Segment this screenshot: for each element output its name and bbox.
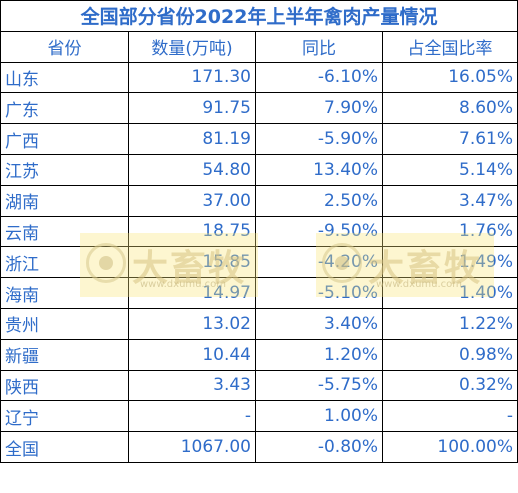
cell-share: 8.60% (381, 92, 518, 125)
cell-amount: 81.19 (128, 123, 256, 155)
production-table: 全国部分省份2022年上半年禽肉产量情况 省份 数量(万吨) 同比 占全国比率 … (0, 0, 518, 463)
cell-province: 浙江 (0, 246, 129, 279)
cell-share: 100.00% (381, 431, 518, 463)
cell-amount: 15.85 (128, 246, 256, 279)
cell-province: 辽宁 (0, 400, 129, 433)
cell-share: 3.47% (381, 184, 518, 217)
table-row: 江苏 54.80 13.40% 5.14% (0, 153, 518, 186)
cell-amount: 37.00 (128, 184, 256, 217)
cell-province: 广西 (0, 123, 129, 155)
cell-amount: 13.02 (128, 307, 256, 340)
cell-share: 16.05% (381, 61, 518, 94)
table-row: 贵州 13.02 3.40% 1.22% (0, 307, 518, 340)
table-row: 辽宁 -1.00% - (0, 400, 518, 433)
table-row: 云南 18.75 -9.50% 1.76% (0, 215, 518, 248)
cell-share: 0.98% (381, 338, 518, 371)
title-row: 全国部分省份2022年上半年禽肉产量情况 (0, 0, 518, 32)
cell-province: 江苏 (0, 153, 129, 186)
cell-share: 1.49% (381, 246, 518, 279)
cell-share: 1.40% (381, 277, 518, 309)
cell-yoy: -0.80% (255, 431, 383, 463)
table-row: 湖南 37.00 2.50% 3.47% (0, 184, 518, 217)
cell-share: 7.61% (381, 123, 518, 155)
cell-province: 新疆 (0, 338, 129, 371)
table-row: 山东 171.30 -6.10% 16.05% (0, 61, 518, 94)
cell-share: 0.32% (381, 369, 518, 402)
cell-amount: 91.75 (128, 92, 256, 125)
cell-amount: 1067.00 (128, 431, 256, 463)
cell-province: 广东 (0, 92, 129, 125)
cell-share: 1.76% (381, 215, 518, 248)
header-share: 占全国比率 (381, 30, 518, 63)
cell-amount: 54.80 (128, 153, 256, 186)
cell-province: 山东 (0, 61, 129, 94)
table-row: 全国 1067.00 -0.80% 100.00% (0, 431, 518, 463)
cell-yoy: 2.50% (255, 184, 383, 217)
cell-yoy: 1.00% (255, 400, 383, 433)
cell-province: 全国 (0, 431, 129, 463)
cell-share: 5.14% (381, 153, 518, 186)
table-title: 全国部分省份2022年上半年禽肉产量情况 (0, 0, 518, 32)
cell-yoy: 1.20% (255, 338, 383, 371)
cell-yoy: 13.40% (255, 153, 383, 186)
cell-yoy: -6.10% (255, 61, 383, 94)
cell-yoy: 3.40% (255, 307, 383, 340)
cell-yoy: -5.90% (255, 123, 383, 155)
cell-province: 贵州 (0, 307, 129, 340)
table-row: 海南 14.97 -5.10% 1.40% (0, 277, 518, 309)
cell-share: 1.22% (381, 307, 518, 340)
cell-yoy: -5.75% (255, 369, 383, 402)
table-row: 广西 81.19 -5.90% 7.61% (0, 123, 518, 155)
cell-amount: 10.44 (128, 338, 256, 371)
table-row: 浙江 15.85 -4.20% 1.49% (0, 246, 518, 279)
table-row: 陕西 3.43 -5.75% 0.32% (0, 369, 518, 402)
cell-province: 云南 (0, 215, 129, 248)
table-row: 广东 91.75 7.90% 8.60% (0, 92, 518, 125)
cell-province: 陕西 (0, 369, 129, 402)
cell-amount: 171.30 (128, 61, 256, 94)
cell-province: 湖南 (0, 184, 129, 217)
cell-amount: 3.43 (128, 369, 256, 402)
cell-share: - (381, 400, 518, 433)
cell-yoy: -9.50% (255, 215, 383, 248)
header-row: 省份 数量(万吨) 同比 占全国比率 (0, 30, 518, 63)
cell-amount: 18.75 (128, 215, 256, 248)
cell-province: 海南 (0, 277, 129, 309)
header-yoy: 同比 (255, 30, 383, 63)
header-province: 省份 (0, 30, 129, 63)
header-amount: 数量(万吨) (128, 30, 256, 63)
cell-yoy: -4.20% (255, 246, 383, 279)
cell-yoy: -5.10% (255, 277, 383, 309)
cell-yoy: 7.90% (255, 92, 383, 125)
cell-amount: - (128, 400, 256, 433)
cell-amount: 14.97 (128, 277, 256, 309)
table-row: 新疆 10.44 1.20% 0.98% (0, 338, 518, 371)
